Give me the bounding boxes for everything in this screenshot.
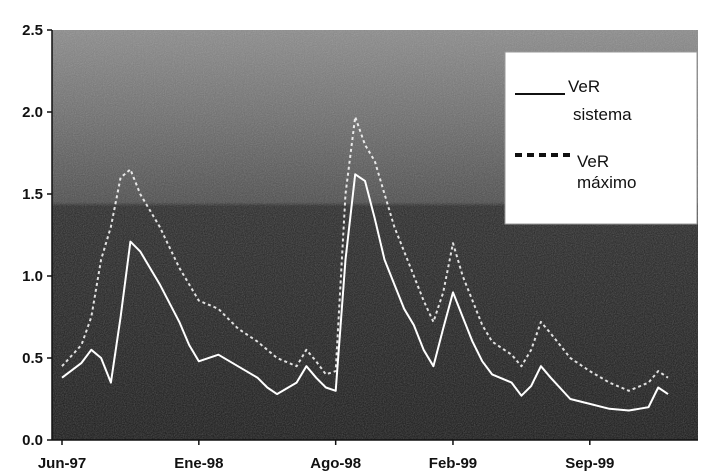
y-axis: 0.0 0.5 1.0 1.5 2.0 2.5 [22, 22, 53, 449]
series-layer [61, 115, 669, 412]
x-tick-label: Jun-97 [38, 455, 86, 472]
y-tick-label: 2.5 [22, 22, 43, 39]
x-tick-label: Ene-98 [174, 455, 223, 472]
legend: VeR sistema VeR máximo [504, 51, 698, 225]
y-tick-label: 1.0 [22, 268, 43, 285]
y-tick-label: 0.5 [22, 350, 43, 367]
legend-box [504, 51, 698, 225]
legend-solid-label-1: VeR [568, 77, 600, 96]
series-line-ver-maximo [61, 115, 669, 392]
series-line-ver-sistema [61, 173, 669, 412]
legend-solid-label-2: sistema [573, 105, 632, 124]
x-tick-label: Ago-98 [310, 455, 361, 472]
x-axis: Jun-97 Ene-98 Ago-98 Feb-99 Sep-99 [38, 439, 698, 472]
y-ticks: 0.0 0.5 1.0 1.5 2.0 2.5 [22, 22, 52, 449]
legend-dashed-label-1: VeR [577, 152, 609, 171]
x-tick-label: Feb-99 [429, 455, 477, 472]
legend-dashed-label-2: máximo [577, 173, 637, 192]
y-tick-label: 0.0 [22, 432, 43, 449]
x-tick-label: Sep-99 [565, 455, 614, 472]
y-tick-label: 1.5 [22, 186, 43, 203]
x-ticks: Jun-97 Ene-98 Ago-98 Feb-99 Sep-99 [38, 440, 614, 472]
y-tick-label: 2.0 [22, 104, 43, 121]
